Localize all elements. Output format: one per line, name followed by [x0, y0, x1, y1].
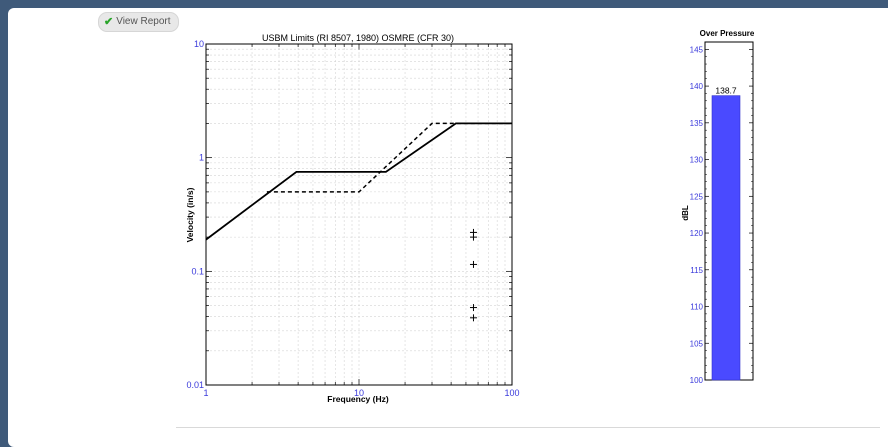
op-y-tick-label: 115 [690, 266, 703, 275]
over-pressure-title: Over Pressure [700, 29, 755, 38]
over-pressure-bar [711, 95, 741, 381]
section-divider [176, 427, 880, 428]
x-tick-label: 1 [203, 388, 208, 398]
y-tick-label: 10 [194, 39, 204, 49]
x-tick-label: 10 [354, 388, 364, 398]
velocity-x-axis-label: Frequency (Hz) [327, 394, 389, 404]
data-point-marker [469, 314, 477, 322]
op-y-tick-label: 105 [690, 339, 704, 348]
op-y-tick-label: 100 [690, 376, 704, 385]
y-tick-label: 0.01 [186, 380, 204, 390]
over-pressure-y-axis-label: dBL [681, 205, 690, 221]
check-icon: ✔ [104, 16, 114, 28]
velocity-y-axis-label: Velocity (in/s) [185, 187, 195, 242]
op-y-tick-label: 130 [690, 156, 704, 165]
op-y-tick-label: 140 [690, 82, 704, 91]
velocity-grid [206, 44, 512, 385]
data-point-marker [469, 233, 477, 241]
osmre-limit-line [266, 122, 512, 193]
op-y-tick-label: 125 [690, 192, 704, 201]
velocity-chart: USBM Limits (RI 8507, 1980) OSMRE (CFR 3… [185, 33, 520, 404]
over-pressure-chart: Over Pressure dBL 100 105 110 115 120 125 130 1… [681, 29, 755, 385]
view-report-label: View Report [116, 16, 171, 27]
op-y-tick-label: 135 [690, 119, 704, 128]
op-y-tick-label: 145 [690, 45, 704, 54]
view-report-button[interactable]: ✔ View Report [98, 12, 179, 32]
x-tick-label: 100 [504, 388, 519, 398]
op-y-tick-label: 120 [690, 229, 704, 238]
velocity-plot-frame [205, 43, 513, 386]
data-point-marker [469, 260, 477, 268]
op-y-tick-label: 110 [690, 303, 703, 312]
velocity-chart-title: USBM Limits (RI 8507, 1980) OSMRE (CFR 3… [262, 33, 454, 43]
y-tick-label: 0.1 [191, 266, 204, 276]
data-point-marker [469, 304, 477, 312]
y-tick-label: 1 [199, 153, 204, 163]
bar-value-label: 138.7 [715, 86, 737, 96]
